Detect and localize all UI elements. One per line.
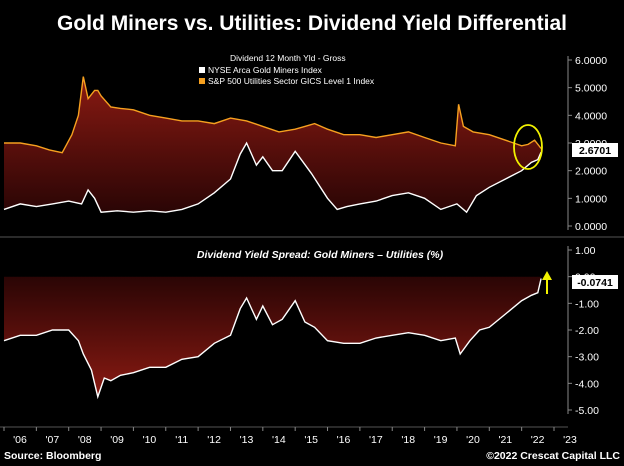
- series-line-utilities: [4, 76, 542, 154]
- page-title: Gold Miners vs. Utilities: Dividend Yiel…: [57, 12, 567, 35]
- x-tick-label: '13: [240, 434, 254, 446]
- x-tick-label: '07: [46, 434, 60, 446]
- x-tick-label: '12: [207, 434, 221, 446]
- x-tick-label: '18: [401, 434, 415, 446]
- y-tick-label: 5.0000: [575, 83, 607, 95]
- bottom-panel: Dividend Yield Spread: Gold Miners – Uti…: [3, 245, 618, 417]
- y-tick-label: -1.00: [575, 298, 599, 310]
- top-area-fill: [4, 76, 542, 213]
- spread-value-label: -0.0741: [577, 277, 613, 289]
- legend-swatch-gold-miners: [199, 67, 205, 73]
- x-tick-label: '14: [272, 434, 286, 446]
- y-tick-label: 6.0000: [575, 55, 607, 67]
- x-tick-label: '09: [110, 434, 124, 446]
- series-line-spread: [3, 278, 542, 400]
- x-tick-label: '16: [337, 434, 351, 446]
- x-tick-label: '11: [175, 434, 188, 446]
- x-tick-label: '06: [13, 434, 27, 446]
- legend-swatch-utilities: [199, 78, 205, 84]
- bottom-panel-title: Dividend Yield Spread: Gold Miners – Uti…: [197, 249, 444, 261]
- current-value-label: 2.6701: [579, 145, 611, 157]
- x-tick-label: '20: [466, 434, 480, 446]
- copyright-label: ©2022 Crescat Capital LLC: [486, 450, 620, 462]
- legend-entry-gold-miners: NYSE Arca Gold Miners Index: [208, 65, 323, 75]
- y-tick-label: 4.0000: [575, 110, 607, 122]
- y-tick-label: 0.0000: [575, 221, 607, 233]
- y-tick-label: -3.00: [575, 352, 599, 364]
- legend-title: Dividend 12 Month Yld - Gross: [230, 53, 346, 63]
- x-tick-label: '21: [498, 434, 512, 446]
- current-value-badge-bg: [572, 143, 618, 157]
- y-tick-label: -5.00: [575, 405, 599, 417]
- y-tick-label: -2.00: [575, 325, 599, 337]
- bottom-y-axis: 1.000.00-1.00-2.00-3.00-4.00-5.00: [567, 245, 599, 417]
- legend-entry-utilities: S&P 500 Utilities Sector GICS Level 1 In…: [208, 76, 375, 86]
- legend: Dividend 12 Month Yld - Gross NYSE Arca …: [196, 50, 396, 92]
- x-tick-label: '17: [369, 434, 383, 446]
- bottom-area-fill: [4, 276, 542, 397]
- x-tick-label: '19: [434, 434, 448, 446]
- x-tick-label: '10: [143, 434, 157, 446]
- y-tick-label: 2.0000: [575, 166, 607, 178]
- y-tick-label: 1.0000: [575, 193, 607, 205]
- x-tick-label: '22: [531, 434, 545, 446]
- up-arrow-icon: [542, 271, 552, 294]
- x-tick-label: '08: [78, 434, 92, 446]
- source-label: Source: Bloomberg: [4, 450, 101, 462]
- spread-badge-bg: [572, 275, 618, 289]
- x-tick-label: '15: [304, 434, 318, 446]
- series-line-gold-miners: [3, 141, 542, 214]
- y-tick-label: -4.00: [575, 378, 599, 390]
- y-tick-label: 1.00: [575, 245, 596, 257]
- x-axis: '06 '07 '08 '09 '10 '11 '12 '13 '14 '15 '16 '17 '18 '…: [3, 427, 577, 446]
- x-tick-label: '23: [563, 434, 577, 446]
- highlight-circle: [513, 124, 543, 170]
- top-panel: 6.00005.00004.00003.00002.00001.00000.00…: [3, 50, 618, 233]
